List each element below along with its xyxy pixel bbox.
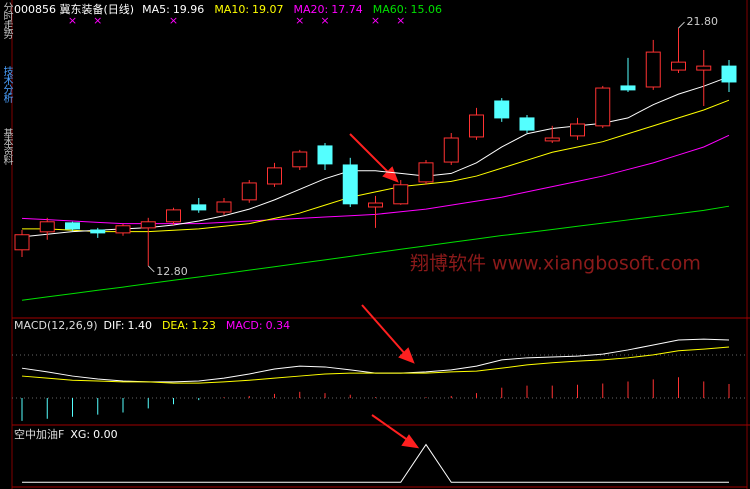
- candle-body: [14, 234, 30, 251]
- annotation-leader: [678, 21, 685, 29]
- candle-body: [494, 100, 510, 119]
- legend-value: 17.74: [331, 3, 363, 16]
- candle-body: [671, 61, 686, 71]
- signal-mark: ×: [68, 14, 77, 27]
- signal-mark: ×: [371, 14, 380, 27]
- legend-value: 1.40: [127, 319, 152, 332]
- legend-label: MA5:: [142, 3, 170, 16]
- candle-body: [368, 202, 383, 208]
- legend-label: DIF:: [104, 319, 125, 332]
- legend-label: XG:: [70, 428, 90, 441]
- candle-body: [216, 201, 232, 213]
- candle-body: [342, 164, 358, 205]
- candle-body: [292, 151, 308, 168]
- candle-body: [166, 209, 181, 223]
- candle-body: [544, 137, 560, 142]
- ma-line: [22, 99, 730, 233]
- arrows: [349, 133, 420, 449]
- ma-line: [21, 76, 730, 238]
- candle-body: [39, 221, 55, 233]
- candle-body: [570, 123, 585, 137]
- legend-label: MACD:: [226, 319, 263, 332]
- tab[interactable]: 技术分析: [1, 66, 12, 102]
- signal-mark: ×: [93, 14, 102, 27]
- legend-label: MA10:: [214, 3, 249, 16]
- candle-body: [317, 145, 333, 165]
- legend-label: MA60:: [373, 3, 408, 16]
- candle-body: [90, 229, 106, 234]
- signal-mark: ×: [295, 14, 304, 27]
- signal-mark: ×: [320, 14, 329, 27]
- indicator-line: [21, 338, 730, 383]
- candle-body: [443, 137, 459, 163]
- candle-body: [696, 65, 712, 71]
- indicator-line: [22, 443, 729, 483]
- sidebar: 分时走势 技术分析 基本资料: [0, 0, 12, 489]
- candle-body: [519, 117, 535, 131]
- candle-body: [65, 222, 80, 230]
- candle-body: [645, 51, 661, 88]
- annotation: 21.80: [687, 15, 719, 28]
- candle-body: [469, 114, 484, 138]
- signal-mark: ×: [396, 14, 405, 27]
- candle-body: [191, 204, 207, 211]
- candle-body: [721, 65, 737, 83]
- candle-body: [418, 162, 434, 183]
- candle-body: [267, 167, 282, 185]
- watermark: 翔博软件 www.xiangbosoft.com: [410, 253, 701, 275]
- candle-body: [115, 225, 131, 234]
- candle-body: [241, 182, 257, 201]
- panel-title: 空中加油F: [14, 427, 64, 441]
- ma-line: [21, 205, 730, 301]
- candle-body: [620, 85, 636, 91]
- annotation-leader: [147, 265, 155, 273]
- tab[interactable]: 基本资料: [1, 128, 12, 164]
- legend-value: 19.96: [173, 3, 205, 16]
- candle-body: [140, 221, 156, 229]
- candle-body: [393, 184, 409, 205]
- legend-value: 0.00: [93, 428, 118, 441]
- legend-value: 15.06: [410, 3, 442, 16]
- indicator-line: [21, 346, 730, 384]
- panel-title: MACD(12,26,9): [14, 319, 98, 332]
- legend-value: 1.23: [191, 319, 216, 332]
- chart-title: 000856 冀东装备(日线): [14, 2, 134, 16]
- signal-mark: ×: [169, 14, 178, 27]
- candle-body: [595, 87, 611, 127]
- tab[interactable]: 分时走势: [1, 2, 12, 38]
- annotation: 12.80: [156, 265, 188, 278]
- legend-value: 0.34: [266, 319, 291, 332]
- legend-value: 19.07: [252, 3, 284, 16]
- legend-label: DEA:: [162, 319, 188, 332]
- legend-label: MA20:: [294, 3, 329, 16]
